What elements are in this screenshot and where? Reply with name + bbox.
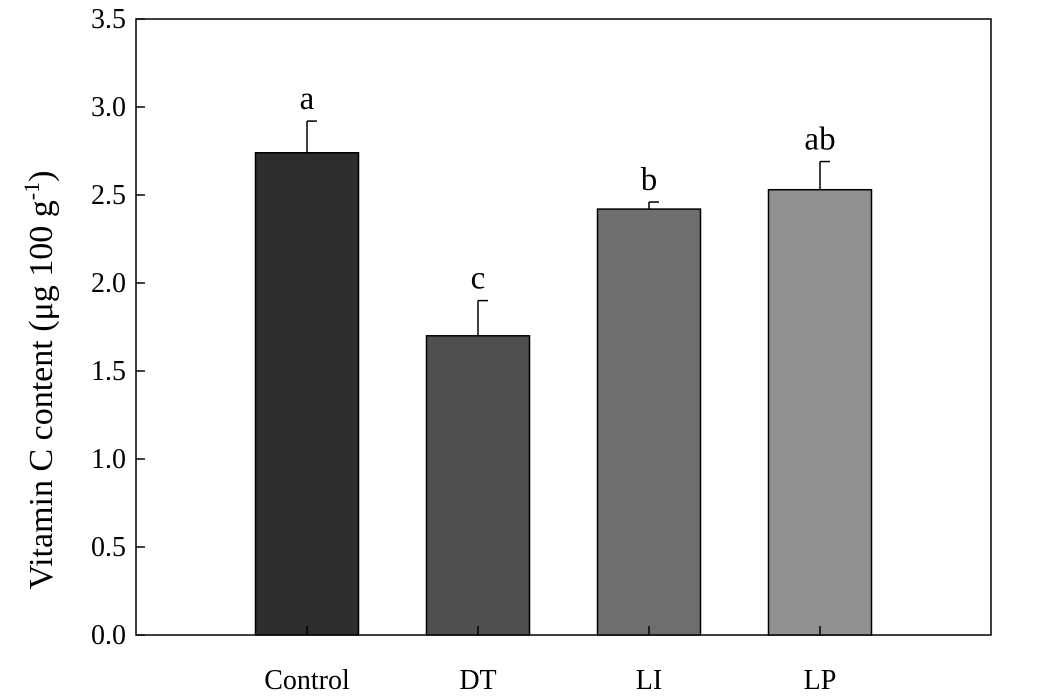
bar-lp bbox=[767, 188, 873, 636]
bar-li bbox=[596, 208, 702, 636]
y-tick-label: 3.0 bbox=[91, 92, 126, 123]
y-axis-title-superscript: -1 bbox=[19, 182, 44, 200]
y-tick-label: 2.5 bbox=[91, 180, 126, 211]
bar-control bbox=[254, 152, 360, 636]
bar-dt bbox=[425, 335, 531, 636]
y-tick-label: 0.0 bbox=[91, 620, 126, 651]
svg-text:Vitamin C content (μg 100 g-1): Vitamin C content (μg 100 g-1) bbox=[19, 171, 60, 590]
significance-letter-dt: c bbox=[471, 261, 486, 297]
significance-letter-lp: ab bbox=[804, 122, 835, 158]
x-tick-label-control: Control bbox=[264, 665, 350, 696]
y-tick-label: 1.5 bbox=[91, 356, 126, 387]
y-axis-title-close: ) bbox=[23, 171, 60, 182]
y-tick-label: 1.0 bbox=[91, 444, 126, 475]
x-tick-label-li: LI bbox=[636, 665, 662, 696]
plot-frame bbox=[135, 18, 992, 636]
x-tick-label-dt: DT bbox=[459, 665, 496, 696]
y-tick-label: 2.0 bbox=[91, 268, 126, 299]
y-tick-label: 0.5 bbox=[91, 532, 126, 563]
x-tick-label-lp: LP bbox=[804, 665, 837, 696]
significance-letter-control: a bbox=[300, 81, 315, 117]
y-axis-title: Vitamin C content (μg 100 g-1) bbox=[19, 171, 60, 590]
y-tick-label: 3.5 bbox=[91, 4, 126, 35]
significance-letter-li: b bbox=[641, 162, 658, 198]
y-axis-title-main: Vitamin C content (μg 100 g bbox=[23, 200, 60, 589]
